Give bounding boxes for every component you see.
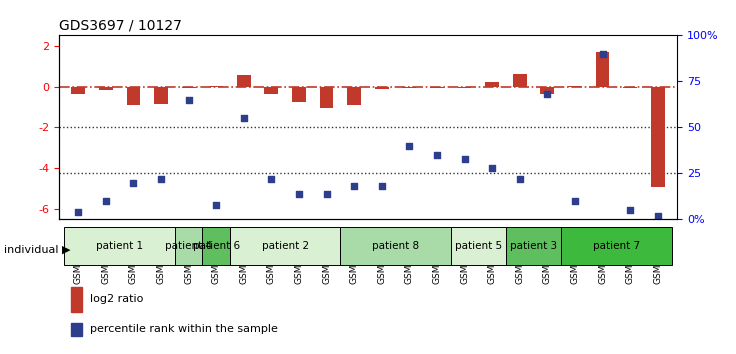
Text: patient 2: patient 2: [261, 241, 309, 251]
Bar: [561, 227, 671, 265]
Bar: [458, 86, 472, 87]
Bar: [430, 86, 444, 88]
Point: [514, 176, 526, 182]
Bar: [71, 86, 85, 94]
Bar: [506, 227, 561, 265]
Point: [321, 191, 333, 196]
Text: patient 1: patient 1: [96, 241, 144, 251]
Text: patient 8: patient 8: [372, 241, 420, 251]
Text: patient 4: patient 4: [165, 241, 212, 251]
Bar: [651, 86, 665, 187]
Text: patient 3: patient 3: [510, 241, 557, 251]
Point: [376, 183, 388, 189]
Point: [597, 51, 609, 57]
Point: [72, 209, 84, 215]
Point: [569, 198, 581, 204]
Text: percentile rank within the sample: percentile rank within the sample: [90, 324, 277, 334]
Point: [155, 176, 167, 182]
Point: [403, 143, 415, 149]
Bar: [65, 227, 174, 265]
Bar: [230, 227, 340, 265]
Bar: [292, 86, 306, 102]
Bar: [340, 227, 450, 265]
Bar: [595, 52, 609, 86]
Point: [293, 191, 305, 196]
Point: [431, 152, 443, 158]
Bar: [403, 86, 417, 88]
Point: [266, 176, 277, 182]
Point: [459, 156, 470, 161]
Bar: [319, 86, 333, 108]
Text: log2 ratio: log2 ratio: [90, 295, 144, 304]
Point: [624, 207, 636, 213]
Point: [486, 165, 498, 171]
Bar: [99, 86, 113, 90]
Text: GDS3697 / 10127: GDS3697 / 10127: [59, 19, 182, 33]
Point: [348, 183, 360, 189]
Bar: [513, 74, 527, 86]
Bar: [202, 227, 230, 265]
Bar: [182, 86, 196, 88]
Text: patient 7: patient 7: [592, 241, 640, 251]
Bar: [347, 86, 361, 105]
Point: [238, 115, 250, 121]
Bar: [485, 82, 499, 86]
Bar: [127, 86, 141, 105]
Bar: [540, 86, 554, 94]
Bar: [154, 86, 168, 104]
Text: individual ▶: individual ▶: [4, 245, 70, 255]
Bar: [174, 227, 202, 265]
Point: [210, 202, 222, 207]
Text: patient 6: patient 6: [193, 241, 240, 251]
Bar: [71, 323, 82, 336]
Bar: [375, 86, 389, 89]
Point: [100, 198, 112, 204]
Point: [652, 213, 664, 219]
Point: [542, 91, 553, 97]
Text: patient 5: patient 5: [455, 241, 502, 251]
Point: [183, 97, 194, 103]
Bar: [71, 287, 82, 312]
Bar: [450, 227, 506, 265]
Bar: [623, 86, 637, 88]
Point: [127, 180, 139, 185]
Bar: [237, 75, 251, 86]
Bar: [264, 86, 278, 94]
